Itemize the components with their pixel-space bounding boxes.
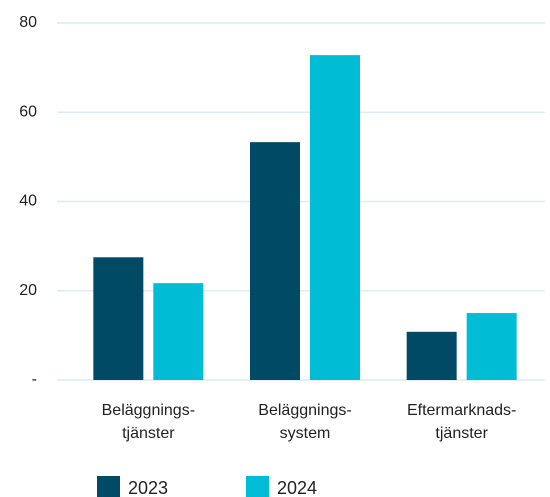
y-tick-label: 40 [19, 193, 37, 210]
bar [466, 313, 517, 380]
bar [310, 55, 360, 380]
y-tick-label: 20 [19, 282, 37, 299]
bar [93, 257, 144, 380]
y-tick-label: - [32, 371, 37, 388]
y-tick-label: 60 [19, 103, 37, 120]
bar [250, 142, 300, 380]
legend-label: 2023 [128, 478, 168, 497]
x-tick-label: Eftermarknads- tjänster [406, 402, 517, 442]
bar [406, 331, 457, 380]
x-tick-label: Beläggnings- system [258, 402, 352, 442]
y-tick-label: 80 [19, 14, 37, 31]
x-tick-label: Beläggnings- tjänster [101, 402, 196, 442]
legend-swatch [97, 476, 120, 497]
bar [153, 283, 204, 380]
legend-swatch [246, 476, 269, 497]
legend-label: 2024 [277, 478, 317, 497]
